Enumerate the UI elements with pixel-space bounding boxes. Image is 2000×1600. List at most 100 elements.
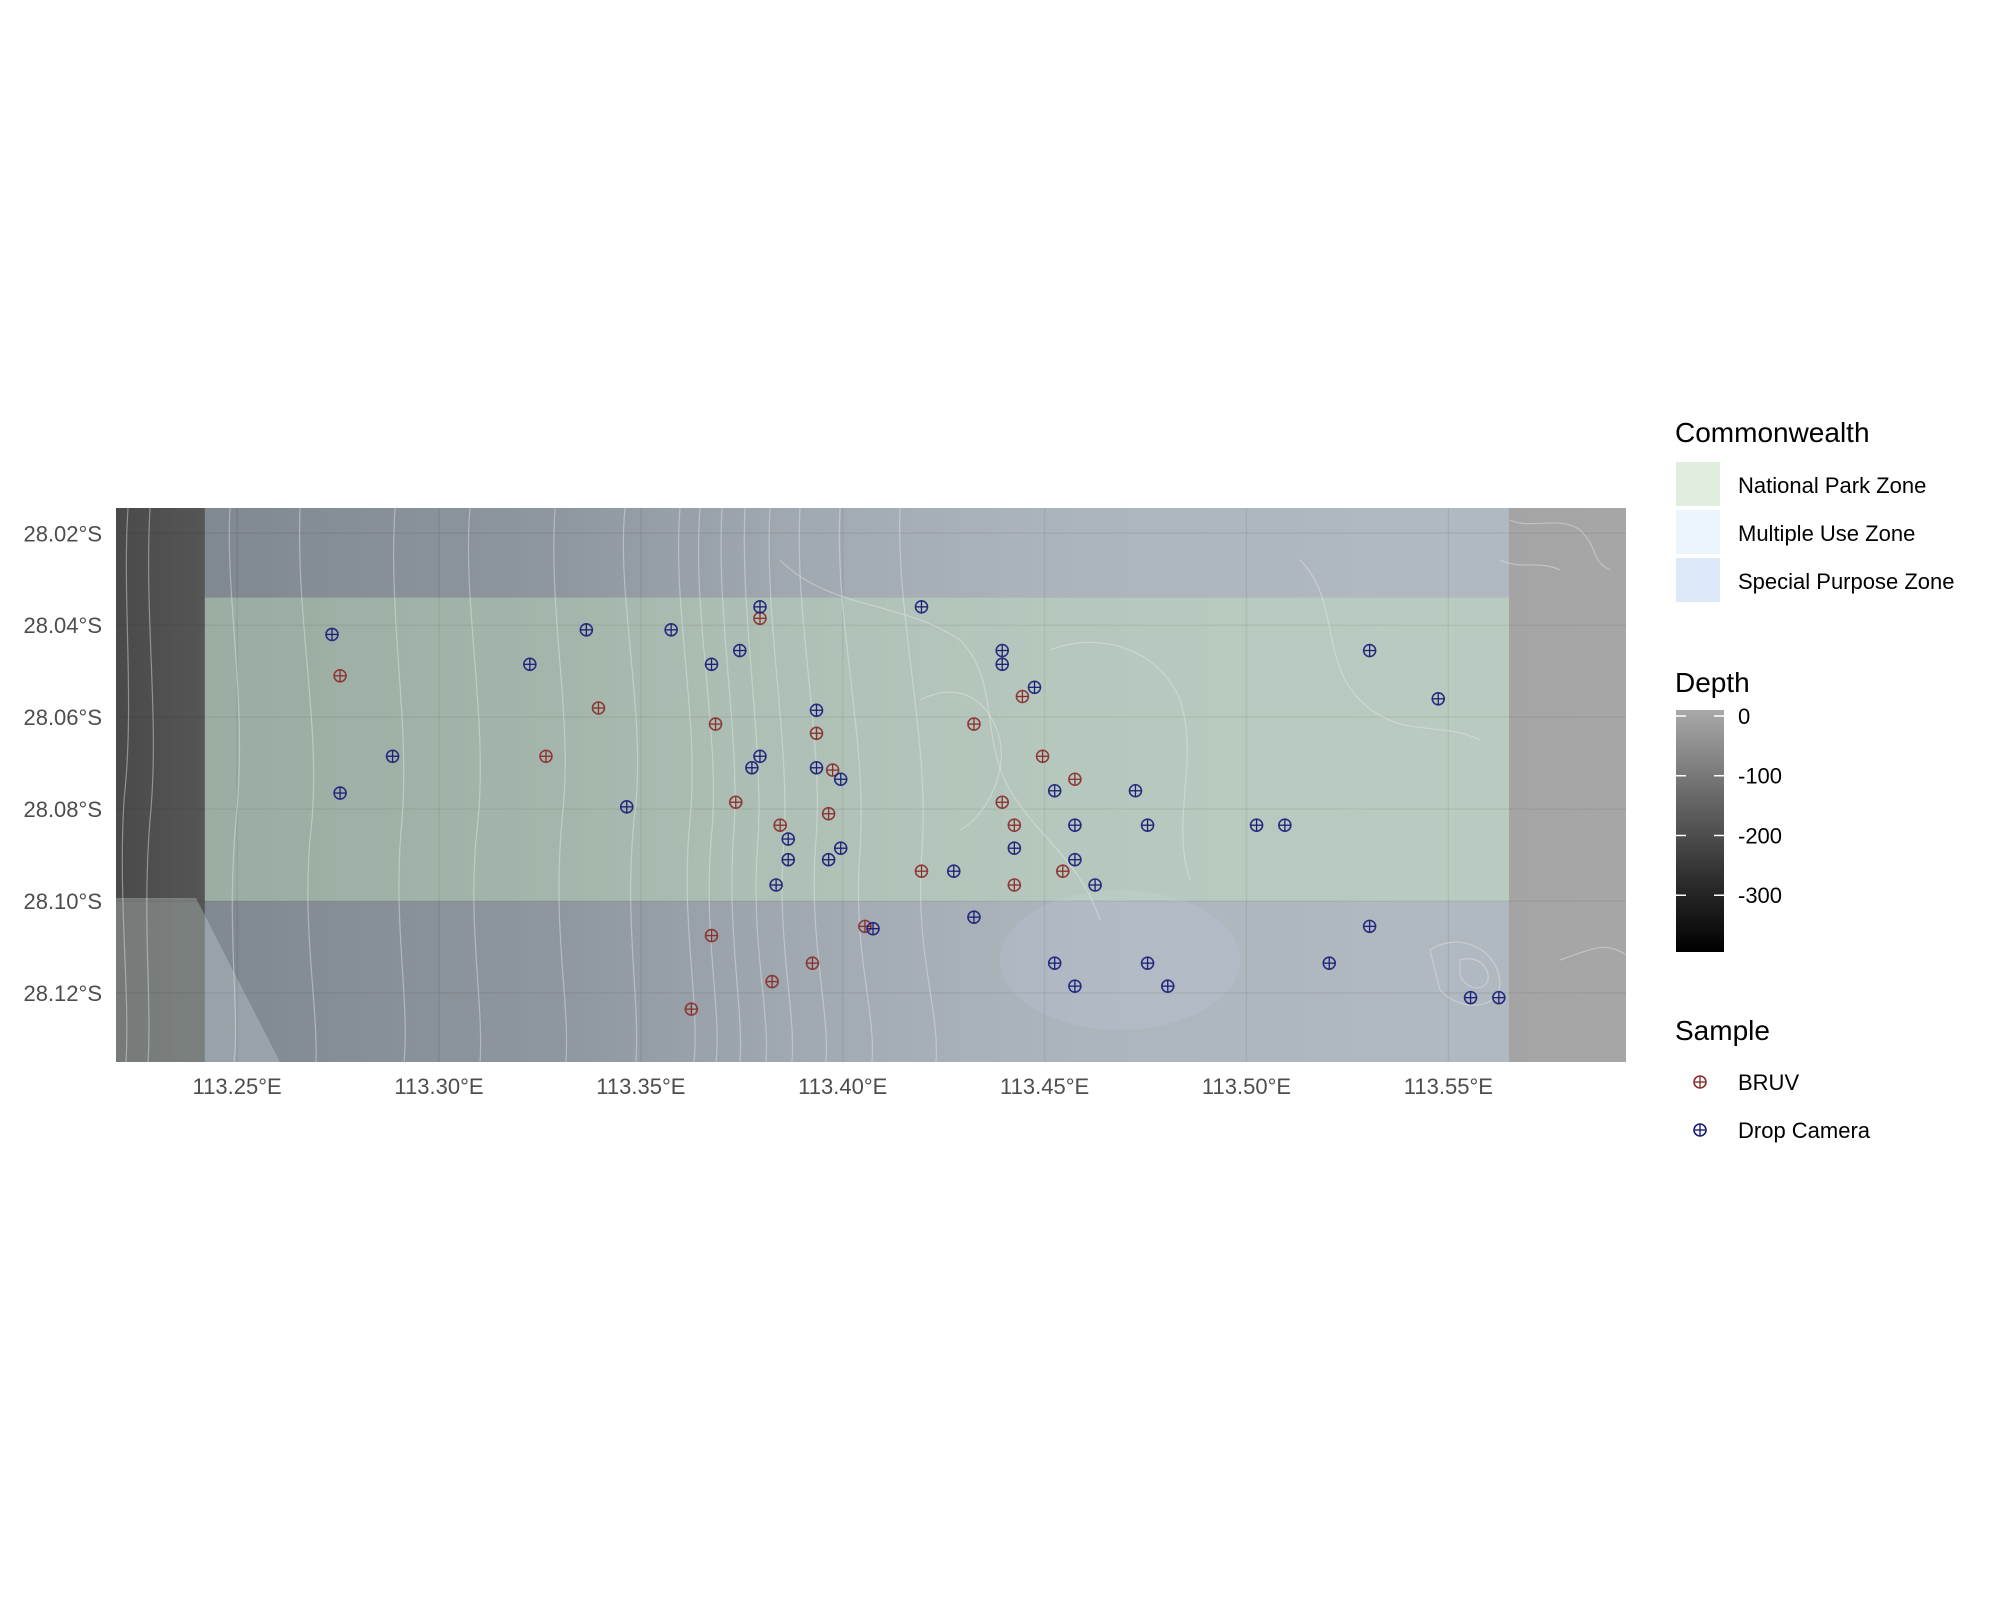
sample-point-drop-camera[interactable] — [664, 623, 678, 637]
sample-point-bruv[interactable] — [1015, 689, 1030, 704]
sample-point-bruv[interactable] — [1007, 818, 1022, 833]
sample-point-drop-camera[interactable] — [385, 749, 400, 764]
sample-point-drop-camera[interactable] — [781, 852, 796, 867]
legend-depth-title: Depth — [1675, 667, 1750, 698]
sample-point-bruv[interactable] — [773, 818, 787, 833]
sample-point-drop-camera[interactable] — [753, 600, 767, 614]
sample-point-drop-camera[interactable] — [866, 921, 880, 936]
sample-point-bruv[interactable] — [805, 956, 820, 970]
shallow-reef-patch — [116, 898, 280, 1062]
legend-label-multiple-use: Multiple Use Zone — [1738, 521, 1915, 546]
x-tick-label: 113.55°E — [1404, 1074, 1493, 1099]
sample-point-drop-camera[interactable] — [946, 864, 961, 879]
depth-contours — [121, 508, 1626, 1062]
sample-point-bruv[interactable] — [1007, 878, 1022, 892]
sample-point-bruv[interactable] — [728, 795, 743, 810]
y-tick-label: 28.06°S — [23, 705, 102, 730]
sample-point-drop-camera[interactable] — [1047, 956, 1062, 970]
sample-point-drop-camera[interactable] — [1140, 956, 1155, 970]
sample-point-drop-camera[interactable] — [1249, 818, 1264, 833]
depth-colorbar — [1676, 710, 1724, 952]
sample-point-drop-camera[interactable] — [325, 627, 339, 642]
y-tick-label: 28.04°S — [23, 613, 102, 638]
sample-point-bruv[interactable] — [821, 806, 836, 821]
x-tick-label: 113.30°E — [394, 1074, 483, 1099]
sample-point-bruv[interactable] — [1068, 772, 1082, 787]
sample-point-bruv[interactable] — [753, 611, 767, 626]
sample-point-drop-camera[interactable] — [1278, 818, 1292, 833]
sample-point-drop-camera[interactable] — [1027, 680, 1042, 695]
zones-layer — [204, 508, 1509, 1062]
sample-point-drop-camera[interactable] — [1007, 841, 1022, 856]
x-tick-label: 113.35°E — [596, 1074, 685, 1099]
sample-point-drop-camera[interactable] — [1068, 818, 1082, 833]
sample-point-drop-camera[interactable] — [1362, 919, 1377, 934]
sample-point-drop-camera[interactable] — [967, 910, 981, 924]
sample-point-bruv[interactable] — [995, 795, 1010, 810]
sample-point-drop-camera[interactable] — [1140, 818, 1155, 833]
sample-point-drop-camera[interactable] — [914, 600, 929, 614]
sample-point-bruv[interactable] — [914, 864, 929, 879]
legend-label-special-purpose: Special Purpose Zone — [1738, 569, 1954, 594]
sample-point-drop-camera[interactable] — [1088, 878, 1102, 892]
sample-point-drop-camera[interactable] — [1362, 643, 1377, 658]
legend-marker-drop-camera — [1693, 1123, 1707, 1137]
sample-point-drop-camera[interactable] — [704, 657, 719, 672]
sample-point-bruv[interactable] — [967, 717, 981, 731]
y-tick-label: 28.02°S — [23, 521, 102, 546]
depth-colorbar-ticks: 0 -100 -200 -300 — [1676, 704, 1782, 908]
bathymetry-raster — [116, 508, 1626, 1062]
sample-point-drop-camera[interactable] — [745, 760, 759, 775]
sample-point-bruv[interactable] — [858, 919, 872, 934]
sample-point-bruv[interactable] — [825, 763, 840, 777]
sample-point-bruv[interactable] — [809, 726, 824, 741]
sample-point-drop-camera[interactable] — [579, 623, 594, 637]
depth-tick-label: -200 — [1738, 823, 1782, 848]
sample-point-drop-camera[interactable] — [1492, 990, 1506, 1005]
sample-point-drop-camera[interactable] — [833, 841, 848, 856]
legend-swatch-national-park — [1676, 462, 1720, 506]
sample-point-drop-camera[interactable] — [1463, 990, 1478, 1005]
sample-point-drop-camera[interactable] — [619, 800, 634, 814]
map-panel — [116, 508, 1626, 1062]
sample-point-bruv[interactable] — [704, 928, 719, 943]
sample-point-bruv[interactable] — [333, 669, 347, 683]
sample-point-drop-camera[interactable] — [1047, 783, 1062, 798]
sample-point-drop-camera[interactable] — [769, 878, 783, 892]
sample-point-drop-camera[interactable] — [1128, 783, 1143, 798]
sample-point-drop-camera[interactable] — [995, 657, 1010, 672]
sample-point-drop-camera[interactable] — [809, 760, 824, 775]
sample-point-drop-camera[interactable] — [732, 643, 747, 658]
sample-point-bruv[interactable] — [1035, 749, 1050, 764]
sample-point-drop-camera[interactable] — [523, 657, 537, 672]
sample-point-bruv[interactable] — [708, 717, 723, 731]
sample-point-drop-camera[interactable] — [1068, 852, 1082, 867]
sample-point-drop-camera[interactable] — [333, 786, 347, 800]
y-tick-label: 28.08°S — [23, 797, 102, 822]
sample-point-bruv[interactable] — [539, 749, 553, 764]
sample-point-bruv[interactable] — [765, 974, 779, 989]
legend-label-bruv: BRUV — [1738, 1070, 1799, 1095]
sample-point-drop-camera[interactable] — [1431, 691, 1446, 706]
sample-point-drop-camera[interactable] — [809, 703, 824, 718]
sample-point-drop-camera[interactable] — [821, 852, 836, 867]
legend-marker-bruv — [1693, 1075, 1707, 1089]
sample-point-drop-camera[interactable] — [781, 832, 796, 846]
sample-point-drop-camera[interactable] — [753, 749, 767, 764]
zone-special-purpose-zone — [204, 508, 1509, 1062]
sample-point-bruv[interactable] — [684, 1002, 699, 1016]
sample-point-drop-camera[interactable] — [995, 643, 1010, 658]
sample-point-drop-camera[interactable] — [1160, 979, 1175, 993]
sample-points-layer — [325, 600, 1506, 1016]
x-tick-label: 113.25°E — [193, 1074, 282, 1099]
legend-label-national-park: National Park Zone — [1738, 473, 1926, 498]
y-axis: 28.02°S 28.04°S 28.06°S 28.08°S 28.10°S 28.12… — [23, 521, 102, 1006]
sample-point-drop-camera[interactable] — [833, 772, 848, 787]
sample-point-bruv[interactable] — [591, 701, 606, 715]
sample-point-bruv[interactable] — [1055, 864, 1070, 879]
legend-swatch-special-purpose — [1676, 558, 1720, 602]
x-tick-label: 113.45°E — [1000, 1074, 1089, 1099]
sample-point-drop-camera[interactable] — [1068, 979, 1082, 993]
sample-point-drop-camera[interactable] — [1322, 956, 1337, 970]
